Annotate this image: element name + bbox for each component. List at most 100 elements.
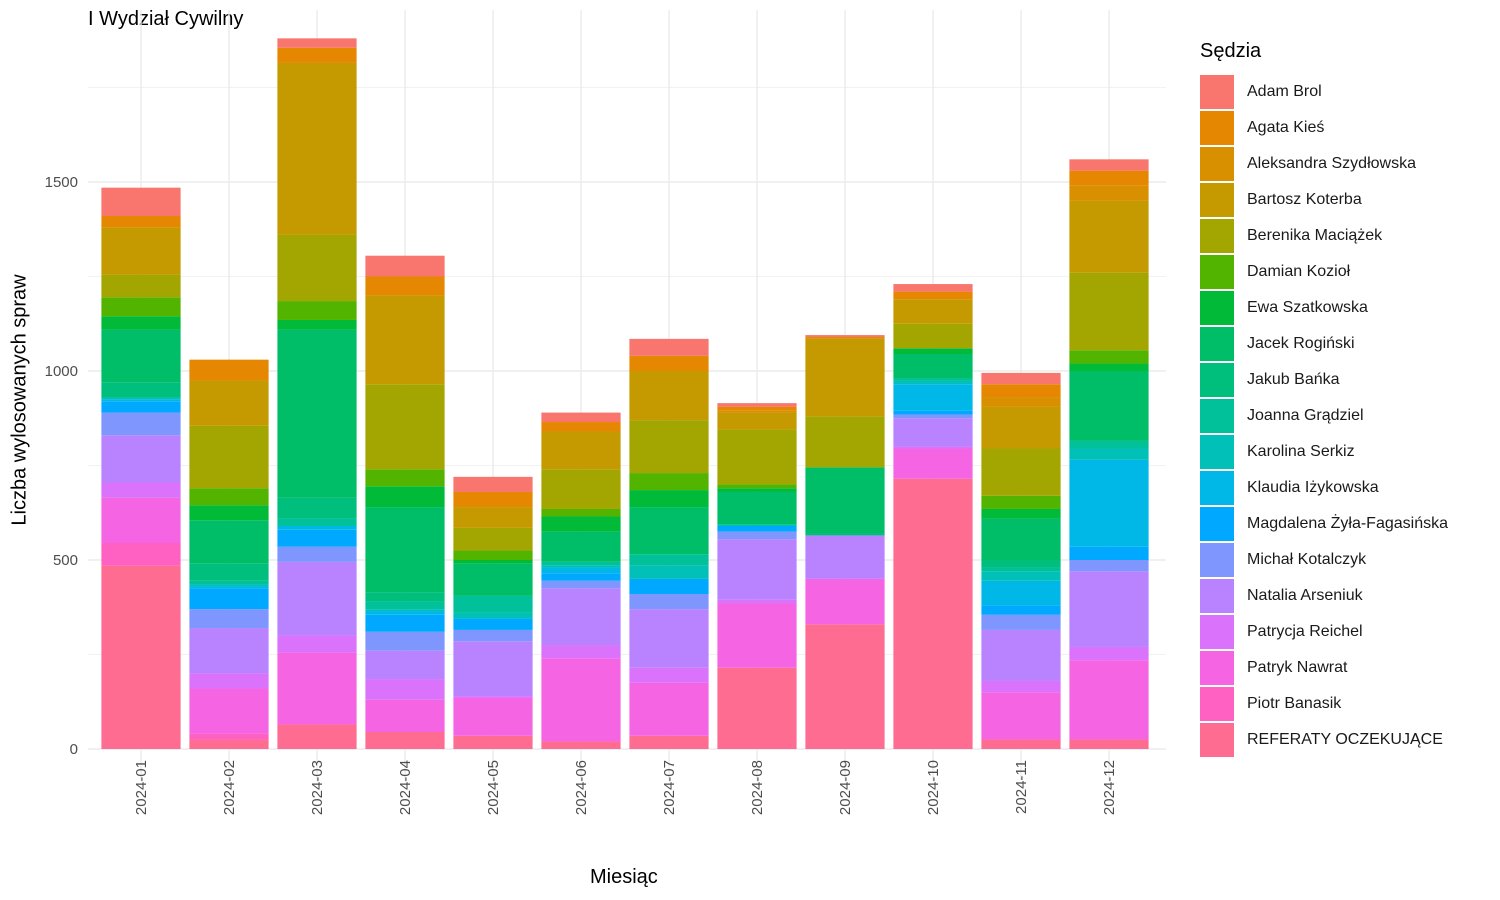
bar-segment	[717, 488, 797, 492]
x-tick-label: 2024-12	[1101, 760, 1118, 815]
bar-segment	[365, 611, 445, 615]
bar-segment	[541, 588, 621, 646]
bar-segment	[981, 518, 1061, 560]
bar-segment	[629, 355, 709, 371]
bar-segment	[629, 338, 709, 356]
bar-segment	[981, 372, 1061, 385]
bar-segment	[101, 542, 181, 566]
legend-item: Berenika Maciążek	[1200, 218, 1448, 254]
bar-segment	[893, 448, 973, 479]
bar-segment	[981, 495, 1061, 509]
legend-label: Jakub Bańka	[1247, 371, 1340, 388]
bar-segment	[365, 295, 445, 385]
bar-segment	[277, 62, 357, 235]
bar-segment	[277, 329, 357, 498]
bar-segment	[981, 571, 1061, 581]
bar-segment	[1069, 200, 1149, 273]
bar-segment	[101, 435, 181, 483]
legend-swatch	[1200, 327, 1234, 361]
bar-segment	[189, 563, 269, 581]
x-tick-label: 2024-08	[749, 760, 766, 815]
bar-segment	[277, 518, 357, 526]
bar-segment	[893, 284, 973, 292]
bar-segment	[981, 397, 1061, 407]
bar-segment	[805, 467, 885, 534]
bar-segment	[1069, 350, 1149, 364]
bar-segment	[981, 567, 1061, 572]
bar-segment	[189, 584, 269, 587]
bar-segment	[805, 535, 885, 579]
bar-segment	[453, 735, 533, 749]
legend-item: Adam Brol	[1200, 74, 1448, 110]
bar-segment	[189, 588, 269, 610]
bar-segment	[189, 505, 269, 521]
legend-label: Natalia Arseniuk	[1247, 587, 1363, 604]
bar-segment	[893, 348, 973, 354]
bar-segment	[1069, 660, 1149, 740]
bar-segment	[277, 561, 357, 636]
bar-segment	[189, 380, 269, 426]
bar-segment	[453, 507, 533, 528]
bar-segment	[453, 697, 533, 736]
bar-segment	[101, 274, 181, 298]
bar-segment	[981, 692, 1061, 740]
bar-segment	[189, 609, 269, 629]
bar-segment	[629, 682, 709, 736]
bar-segment	[805, 335, 885, 337]
bar-segment	[541, 658, 621, 742]
bar-segment	[717, 603, 797, 668]
bar-segment	[101, 412, 181, 436]
bar-segment	[629, 578, 709, 595]
bar-segment	[541, 580, 621, 589]
legend-item: Patryk Nawrat	[1200, 650, 1448, 686]
bar-segment	[629, 609, 709, 668]
legend-label: Jacek Rogiński	[1247, 335, 1355, 352]
legend-label: Magdalena Żyła-Fagasińska	[1247, 515, 1448, 532]
bar-segment	[717, 667, 797, 749]
legend-items: Adam Brol Agata Kieś Aleksandra Szydłowska…	[1200, 74, 1448, 758]
bar-segment	[101, 397, 181, 400]
bar-segment	[365, 507, 445, 593]
bar-segment	[453, 618, 533, 630]
bar-segment	[189, 673, 269, 689]
bar-segment	[189, 488, 269, 506]
bar-segment	[101, 482, 181, 498]
bar-segment	[981, 384, 1061, 398]
bar-segment	[981, 680, 1061, 693]
bar-segment	[541, 741, 621, 749]
bar-segment	[1069, 185, 1149, 201]
legend-item: Michał Kotalczyk	[1200, 542, 1448, 578]
bar-segment	[717, 484, 797, 489]
bar-segment	[277, 652, 357, 725]
legend-label: Damian Kozioł	[1247, 263, 1351, 280]
bar-segment	[541, 565, 621, 568]
legend-label: Michał Kotalczyk	[1247, 551, 1367, 568]
bar-segment	[893, 323, 973, 349]
legend-swatch	[1200, 579, 1234, 613]
bar-segment	[981, 739, 1061, 749]
bar-segment	[365, 276, 445, 296]
legend-item: Bartosz Koterba	[1200, 182, 1448, 218]
bar-segment	[541, 431, 621, 470]
bar-segment	[1069, 571, 1149, 647]
bar-segment	[629, 371, 709, 421]
bar-segment	[541, 567, 621, 574]
legend-label: Klaudia Iżykowska	[1247, 479, 1379, 496]
bar-segment	[101, 297, 181, 317]
bar-segment	[453, 560, 533, 564]
bar-segment	[365, 601, 445, 610]
bar-segment	[453, 612, 533, 619]
bar-segment	[365, 486, 445, 508]
legend-label: Patrycja Reichel	[1247, 623, 1363, 640]
y-tick-label: 1000	[45, 363, 78, 380]
bar-segment	[101, 401, 181, 413]
bar-segment	[1069, 448, 1149, 460]
bar-segment	[717, 403, 797, 407]
bar-segment	[717, 599, 797, 604]
bar-segment	[717, 531, 797, 540]
bar-segment	[365, 255, 445, 277]
bar-segment	[1069, 459, 1149, 547]
x-tick-label: 2024-10	[925, 760, 942, 815]
bar-segment	[453, 696, 533, 698]
bar-segment	[1069, 440, 1149, 449]
